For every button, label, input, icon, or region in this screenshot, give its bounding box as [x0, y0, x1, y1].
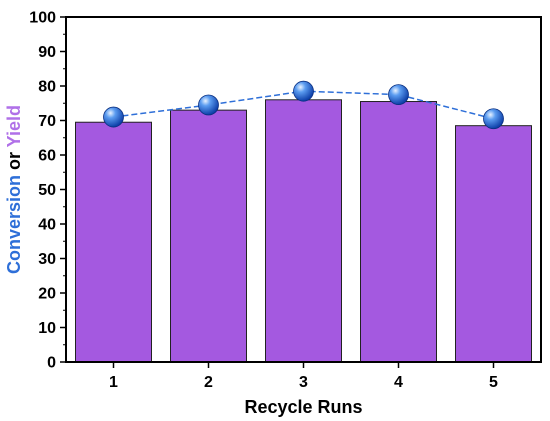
bar-run-3 — [265, 99, 342, 363]
x-tick-label: 2 — [204, 374, 213, 391]
line-series — [103, 80, 504, 130]
bar-run-1 — [75, 121, 152, 363]
y-axis-title-part: Yield — [4, 105, 24, 147]
bar-run-4 — [360, 101, 437, 363]
y-tick-label: 60 — [38, 148, 56, 165]
y-tick-label: 100 — [29, 10, 56, 27]
y-axis-title-part: Conversion — [4, 175, 24, 274]
x-tick-label: 4 — [394, 374, 403, 391]
bar-run-5 — [455, 125, 532, 363]
y-tick-label: 90 — [38, 44, 56, 61]
point-run-5 — [483, 108, 504, 130]
y-tick-label: 10 — [38, 320, 56, 337]
bar-series — [75, 99, 532, 363]
y-tick-label: 20 — [38, 286, 56, 303]
x-tick-label: 1 — [109, 374, 118, 391]
point-run-4 — [388, 84, 409, 106]
point-run-3 — [293, 80, 314, 102]
x-tick-label: 3 — [299, 374, 308, 391]
y-tick-label: 70 — [38, 113, 56, 130]
y-tick-label: 50 — [38, 182, 56, 199]
y-tick-label: 0 — [47, 355, 56, 372]
point-run-1 — [103, 106, 124, 128]
y-axis-title: Conversion or Yield — [4, 105, 24, 274]
bar-run-2 — [170, 109, 247, 363]
x-tick-label: 5 — [489, 374, 498, 391]
point-run-2 — [198, 94, 219, 116]
y-tick-label: 40 — [38, 217, 56, 234]
y-tick-label: 80 — [38, 79, 56, 96]
y-axis-title-part: or — [4, 147, 24, 175]
axes: 0 10 20 30 40 50 60 70 80 90 100 1 2 3 4 5 — [29, 10, 542, 391]
x-axis-title: Recycle Runs — [244, 397, 362, 417]
y-tick-label: 30 — [38, 251, 56, 268]
